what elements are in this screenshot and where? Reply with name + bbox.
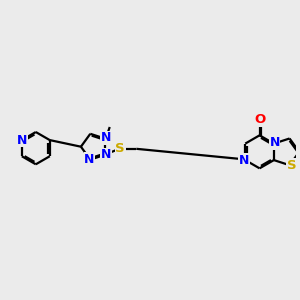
Text: N: N: [84, 153, 95, 166]
Text: N: N: [238, 154, 249, 166]
Text: S: S: [115, 142, 125, 155]
Text: O: O: [254, 113, 265, 126]
Text: N: N: [101, 148, 111, 161]
Text: S: S: [286, 159, 296, 172]
Text: N: N: [269, 136, 280, 149]
Text: N: N: [101, 131, 111, 145]
Text: N: N: [16, 134, 27, 147]
